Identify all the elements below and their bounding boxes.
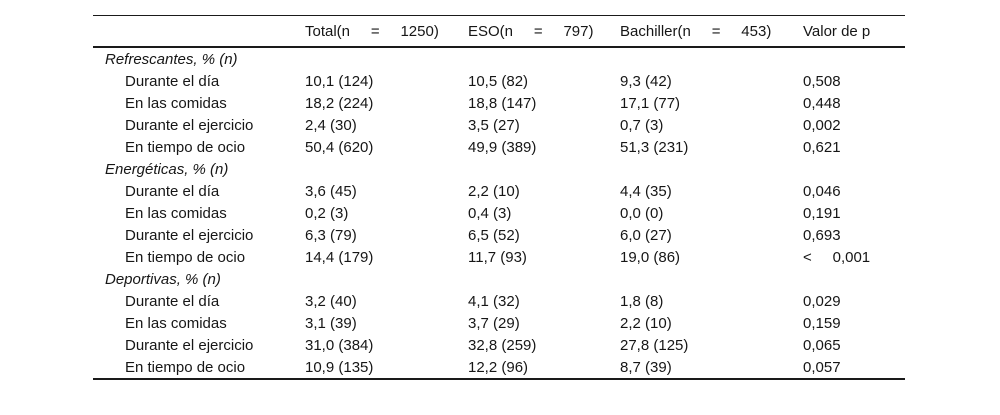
cell-eso: 11,7 (93): [468, 248, 527, 266]
section-label: Refrescantes, % (n): [105, 50, 238, 68]
cell-total: 6,3 (79): [305, 226, 357, 244]
header-row: Total(n = 1250) ESO(n = 797) Bachiller(n…: [93, 15, 905, 48]
cell-bachiller: 1,8 (8): [620, 292, 664, 310]
header-total: Total(n = 1250): [305, 15, 468, 48]
row-label: Durante el ejercicio: [125, 336, 254, 354]
cell-p-value: 0,448: [803, 94, 841, 112]
beverage-consumption-table: Total(n = 1250) ESO(n = 797) Bachiller(n…: [93, 15, 905, 380]
cell-bachiller: 2,2 (10): [620, 314, 672, 332]
row-label: Durante el día: [125, 292, 220, 310]
cell-eso: 2,2 (10): [468, 182, 520, 200]
table-row: En las comidas 18,2 (224) 18,8 (147) 17,…: [93, 92, 905, 114]
section-header-refrescantes: Refrescantes, % (n): [93, 47, 905, 70]
cell-total: 3,2 (40): [305, 292, 357, 310]
header-p-value: Valor de p: [803, 15, 905, 48]
header-eso: ESO(n = 797): [468, 15, 620, 48]
cell-total: 18,2 (224): [305, 94, 374, 112]
cell-eso: 4,1 (32): [468, 292, 520, 310]
cell-total: 3,6 (45): [305, 182, 357, 200]
row-label: En tiempo de ocio: [125, 138, 246, 156]
cell-bachiller: 0,0 (0): [620, 204, 664, 222]
cell-eso: 0,4 (3): [468, 204, 512, 222]
section-label: Energéticas, % (n): [105, 160, 229, 178]
table-row: Durante el día 3,2 (40) 4,1 (32) 1,8 (8)…: [93, 290, 905, 312]
cell-total: 50,4 (620): [305, 138, 374, 156]
cell-bachiller: 9,3 (42): [620, 72, 672, 90]
table-row: En tiempo de ocio 50,4 (620) 49,9 (389) …: [93, 136, 905, 158]
row-label: En tiempo de ocio: [125, 248, 246, 266]
cell-total: 10,9 (135): [305, 356, 468, 380]
cell-bachiller: 6,0 (27): [620, 226, 672, 244]
cell-p-value: 0,046: [803, 182, 841, 200]
table-row: Durante el día 3,6 (45) 2,2 (10) 4,4 (35…: [93, 180, 905, 202]
section-header-deportivas: Deportivas, % (n): [93, 268, 905, 290]
cell-p-value: 0,508: [803, 72, 841, 90]
cell-total: 14,4 (179): [305, 248, 374, 266]
table-row: En las comidas 3,1 (39) 3,7 (29) 2,2 (10…: [93, 312, 905, 334]
cell-total: 31,0 (384): [305, 336, 374, 354]
cell-p-value: < 0,001: [803, 248, 871, 266]
cell-p-value: 0,191: [803, 204, 841, 222]
table-row: Durante el ejercicio 6,3 (79) 6,5 (52) 6…: [93, 224, 905, 246]
cell-bachiller: 0,7 (3): [620, 116, 664, 134]
row-label: Durante el ejercicio: [125, 226, 254, 244]
cell-total: 0,2 (3): [305, 204, 349, 222]
row-label: En las comidas: [125, 204, 227, 222]
row-label: En tiempo de ocio: [93, 356, 305, 380]
cell-p-value: 0,057: [803, 356, 905, 380]
cell-total: 3,1 (39): [305, 314, 357, 332]
cell-p-value: 0,065: [803, 336, 841, 354]
cell-eso: 3,7 (29): [468, 314, 520, 332]
table-row: En tiempo de ocio 10,9 (135) 12,2 (96) 8…: [93, 356, 905, 380]
cell-total: 2,4 (30): [305, 116, 357, 134]
cell-eso: 3,5 (27): [468, 116, 520, 134]
header-empty: [93, 15, 305, 48]
cell-bachiller: 8,7 (39): [620, 356, 803, 380]
table-row: Durante el ejercicio 31,0 (384) 32,8 (25…: [93, 334, 905, 356]
header-bachiller: Bachiller(n = 453): [620, 15, 803, 48]
cell-p-value: 0,159: [803, 314, 841, 332]
cell-bachiller: 17,1 (77): [620, 94, 681, 112]
cell-bachiller: 27,8 (125): [620, 336, 689, 354]
cell-total: 10,1 (124): [305, 72, 374, 90]
row-label: Durante el día: [125, 72, 220, 90]
cell-eso: 18,8 (147): [468, 94, 537, 112]
table-row: Durante el ejercicio 2,4 (30) 3,5 (27) 0…: [93, 114, 905, 136]
cell-bachiller: 19,0 (86): [620, 248, 681, 266]
cell-eso: 32,8 (259): [468, 336, 537, 354]
table-row: En las comidas 0,2 (3) 0,4 (3) 0,0 (0) 0…: [93, 202, 905, 224]
cell-eso: 12,2 (96): [468, 356, 620, 380]
cell-eso: 49,9 (389): [468, 138, 537, 156]
cell-p-value: 0,002: [803, 116, 841, 134]
cell-p-value: 0,693: [803, 226, 841, 244]
cell-p-value: 0,029: [803, 292, 841, 310]
row-label: Durante el día: [125, 182, 220, 200]
cell-eso: 10,5 (82): [468, 72, 529, 90]
cell-p-value: 0,621: [803, 138, 841, 156]
cell-bachiller: 51,3 (231): [620, 138, 689, 156]
row-label: En las comidas: [125, 314, 227, 332]
cell-eso: 6,5 (52): [468, 226, 520, 244]
table-row: En tiempo de ocio 14,4 (179) 11,7 (93) 1…: [93, 246, 905, 268]
row-label: En las comidas: [125, 94, 227, 112]
section-label: Deportivas, % (n): [105, 270, 221, 288]
row-label: Durante el ejercicio: [125, 116, 254, 134]
section-header-energeticas: Energéticas, % (n): [93, 158, 905, 180]
cell-bachiller: 4,4 (35): [620, 182, 672, 200]
table-row: Durante el día 10,1 (124) 10,5 (82) 9,3 …: [93, 70, 905, 92]
